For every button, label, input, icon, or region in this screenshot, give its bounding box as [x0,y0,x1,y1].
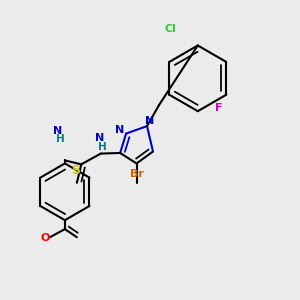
Text: O: O [40,233,50,243]
Text: S: S [71,164,80,177]
Text: Br: Br [130,169,143,179]
Text: H: H [56,134,65,144]
Text: F: F [215,103,222,113]
Text: N: N [146,116,154,126]
Text: Cl: Cl [165,24,177,34]
Text: N: N [94,133,104,143]
Text: H: H [98,142,106,152]
Text: N: N [115,125,124,135]
Text: N: N [53,126,62,136]
